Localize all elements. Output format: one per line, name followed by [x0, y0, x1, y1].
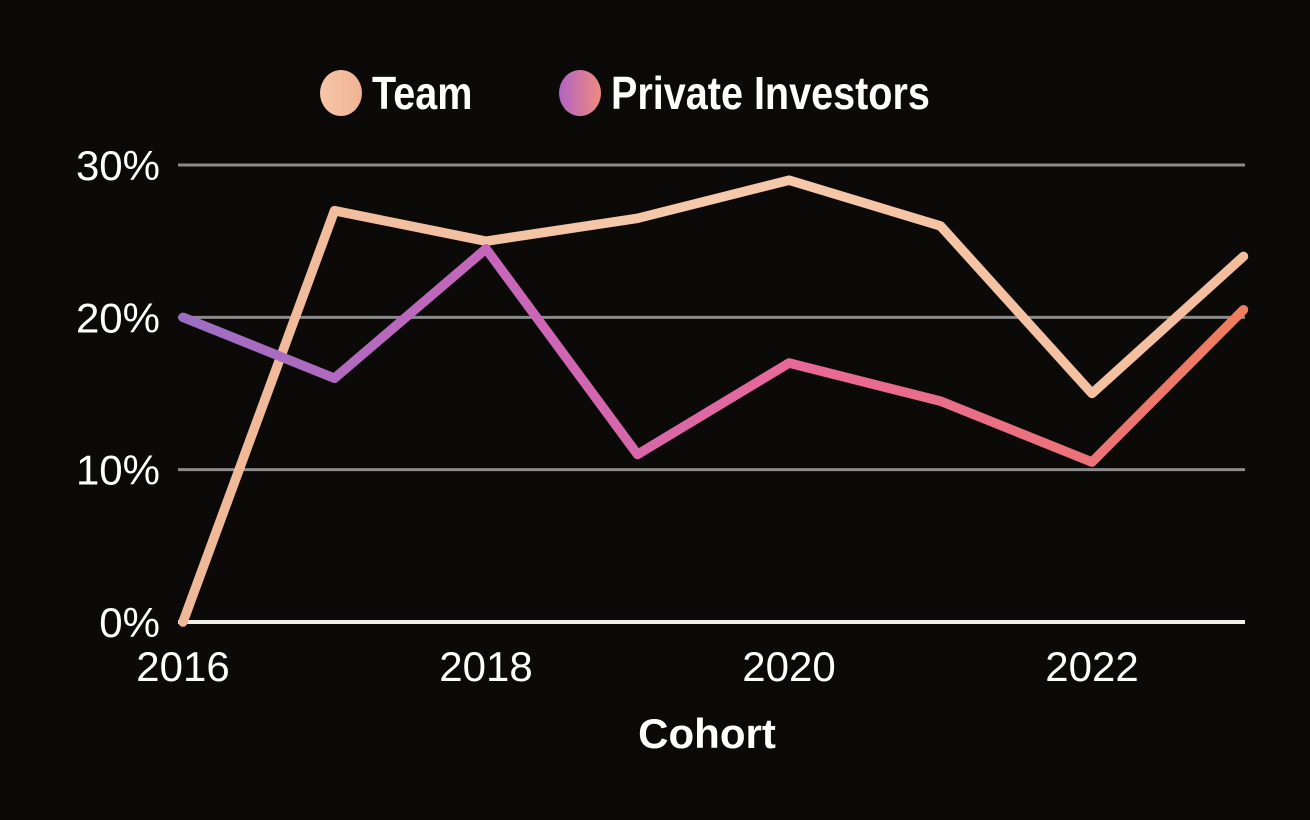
y-axis-tick-labels: 0% 10% 20% 30%	[76, 142, 160, 646]
legend-label-team: Team	[372, 67, 473, 119]
legend-label-private-investors: Private Investors	[610, 67, 930, 119]
y-tick-label-30pct: 30%	[76, 142, 160, 189]
gridlines-group	[178, 163, 1245, 624]
x-tick-label-2020: 2020	[742, 643, 835, 690]
legend-item-team: Team	[320, 66, 489, 120]
series-line-private-investors	[178, 244, 1249, 467]
private-investors-series-swatch-icon	[558, 70, 601, 116]
x-axis-tick-labels: 2016 2018 2020 2022	[136, 643, 1138, 690]
team-series-swatch-icon	[320, 70, 362, 116]
x-tick-label-2018: 2018	[439, 643, 532, 690]
series-line-team	[178, 175, 1249, 627]
series-lines-group	[178, 175, 1249, 627]
x-tick-label-2022: 2022	[1045, 643, 1138, 690]
x-tick-label-2016: 2016	[136, 643, 229, 690]
chart-legend: Team Private Investors	[320, 66, 982, 120]
y-tick-label-10pct: 10%	[76, 447, 160, 494]
y-tick-label-20pct: 20%	[76, 294, 160, 341]
legend-item-private-investors: Private Investors	[558, 66, 982, 120]
x-axis-title: Cohort	[638, 710, 776, 757]
y-tick-label-0pct: 0%	[99, 599, 160, 646]
